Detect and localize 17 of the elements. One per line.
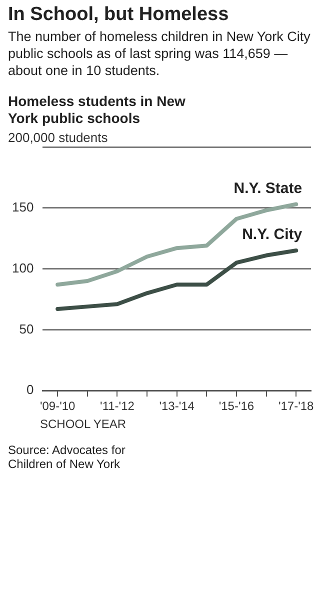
x-tick-label: '15-'16 [218,399,254,414]
y-tick-label: 50 [19,321,34,336]
y-axis-title: Homeless students in New York public schools [8,93,186,127]
y-tick-label: 100 [12,260,34,276]
x-tick-label: '11-'12 [100,399,135,414]
text: 200,000 students [8,130,108,146]
y-tick-label: 150 [12,199,34,214]
source-note: Source: Advocates for Children of New York [8,443,126,471]
y-tick-label: 0 [26,382,34,398]
x-tick-label: '17-'18 [278,399,314,414]
x-axis-title: SCHOOL YEAR [40,417,128,431]
x-tick-label: '09-'10 [40,399,76,414]
series-label: N.Y. City [242,226,303,244]
x-tick-label: '13-'14 [159,399,195,414]
chart-title: In School, but Homeless [8,4,230,26]
chart-subtitle: The number of homeless children in New York City public schools as of last spring was 114,659 — about one in 10 students. [8,28,312,79]
series-label: N.Y. State [234,180,302,197]
